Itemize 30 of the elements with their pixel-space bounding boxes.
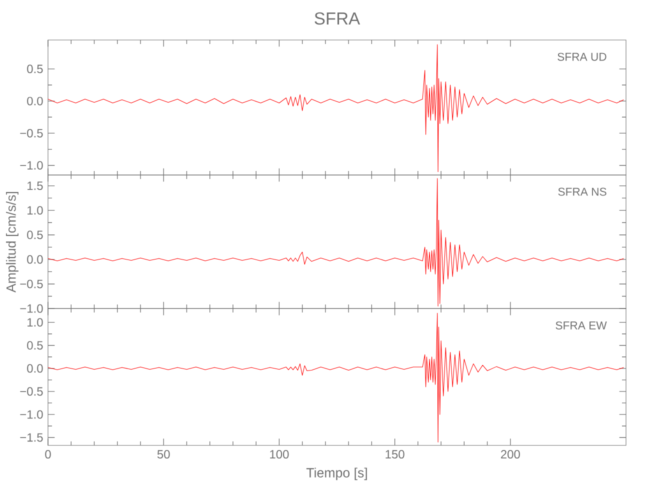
y-tick-label: 0.0 bbox=[27, 96, 43, 106]
line-series bbox=[48, 44, 624, 172]
x-tick-label: 0 bbox=[45, 450, 51, 459]
y-tick-label: −1.5 bbox=[20, 433, 43, 442]
y-tick-label: 0.0 bbox=[27, 364, 43, 373]
x-tick-label: 100 bbox=[270, 450, 289, 459]
line-series bbox=[48, 178, 624, 306]
y-tick-label: 0.5 bbox=[27, 341, 43, 350]
annotation: SFRA NS bbox=[558, 188, 606, 196]
line-series bbox=[48, 312, 624, 442]
annotation: SFRA UD bbox=[558, 52, 606, 61]
y-tick-label: 0.5 bbox=[27, 64, 43, 74]
x-tick-label: 200 bbox=[501, 450, 520, 459]
y-tick-label: 0.5 bbox=[27, 230, 43, 240]
y-axis-title: Amplitud [cm/s/s] bbox=[6, 192, 18, 292]
y-tick-label: −1.0 bbox=[20, 304, 43, 313]
y-tick-label: 0.0 bbox=[27, 255, 43, 264]
y-tick-label: −0.5 bbox=[20, 280, 43, 288]
y-tick-label: 1.5 bbox=[28, 182, 43, 190]
x-tick-label: 150 bbox=[386, 450, 404, 459]
y-tick-label: 1.0 bbox=[28, 318, 43, 327]
y-tick-label: −0.5 bbox=[20, 128, 43, 138]
x-axis-title: Tiempo [s] bbox=[306, 468, 367, 480]
x-tick-label: 50 bbox=[157, 450, 170, 459]
y-tick-label: −0.5 bbox=[20, 387, 43, 396]
annotation: SFRA EW bbox=[556, 321, 607, 330]
chart-title: SFRA bbox=[314, 12, 360, 25]
y-tick-label: −1.0 bbox=[20, 161, 43, 170]
y-tick-label: 1.0 bbox=[28, 206, 43, 215]
y-tick-label: −1.0 bbox=[20, 410, 43, 419]
